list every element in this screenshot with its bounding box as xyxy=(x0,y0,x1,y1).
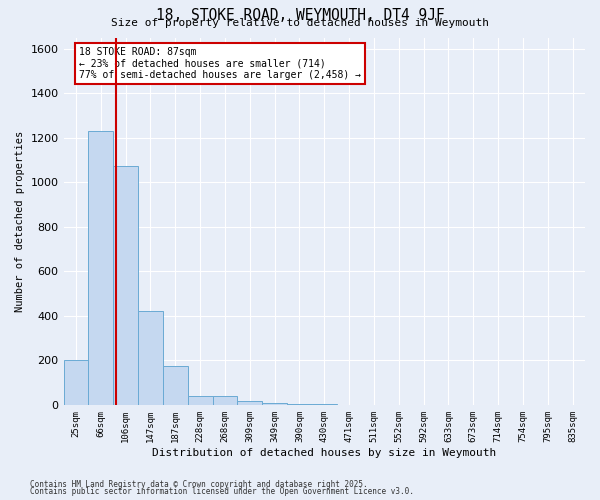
Bar xyxy=(163,366,188,405)
X-axis label: Distribution of detached houses by size in Weymouth: Distribution of detached houses by size … xyxy=(152,448,496,458)
Text: Contains public sector information licensed under the Open Government Licence v3: Contains public sector information licen… xyxy=(30,487,414,496)
Bar xyxy=(113,166,138,405)
Bar xyxy=(238,402,262,405)
Bar xyxy=(188,396,212,405)
Text: 18 STOKE ROAD: 87sqm
← 23% of detached houses are smaller (714)
77% of semi-deta: 18 STOKE ROAD: 87sqm ← 23% of detached h… xyxy=(79,46,361,80)
Bar xyxy=(287,404,312,405)
Bar xyxy=(212,396,238,405)
Bar xyxy=(262,402,287,405)
Bar xyxy=(88,131,113,405)
Bar xyxy=(64,360,88,405)
Text: Contains HM Land Registry data © Crown copyright and database right 2025.: Contains HM Land Registry data © Crown c… xyxy=(30,480,368,489)
Bar xyxy=(138,312,163,405)
Text: 18, STOKE ROAD, WEYMOUTH, DT4 9JF: 18, STOKE ROAD, WEYMOUTH, DT4 9JF xyxy=(155,8,445,22)
Text: Size of property relative to detached houses in Weymouth: Size of property relative to detached ho… xyxy=(111,18,489,28)
Y-axis label: Number of detached properties: Number of detached properties xyxy=(15,130,25,312)
